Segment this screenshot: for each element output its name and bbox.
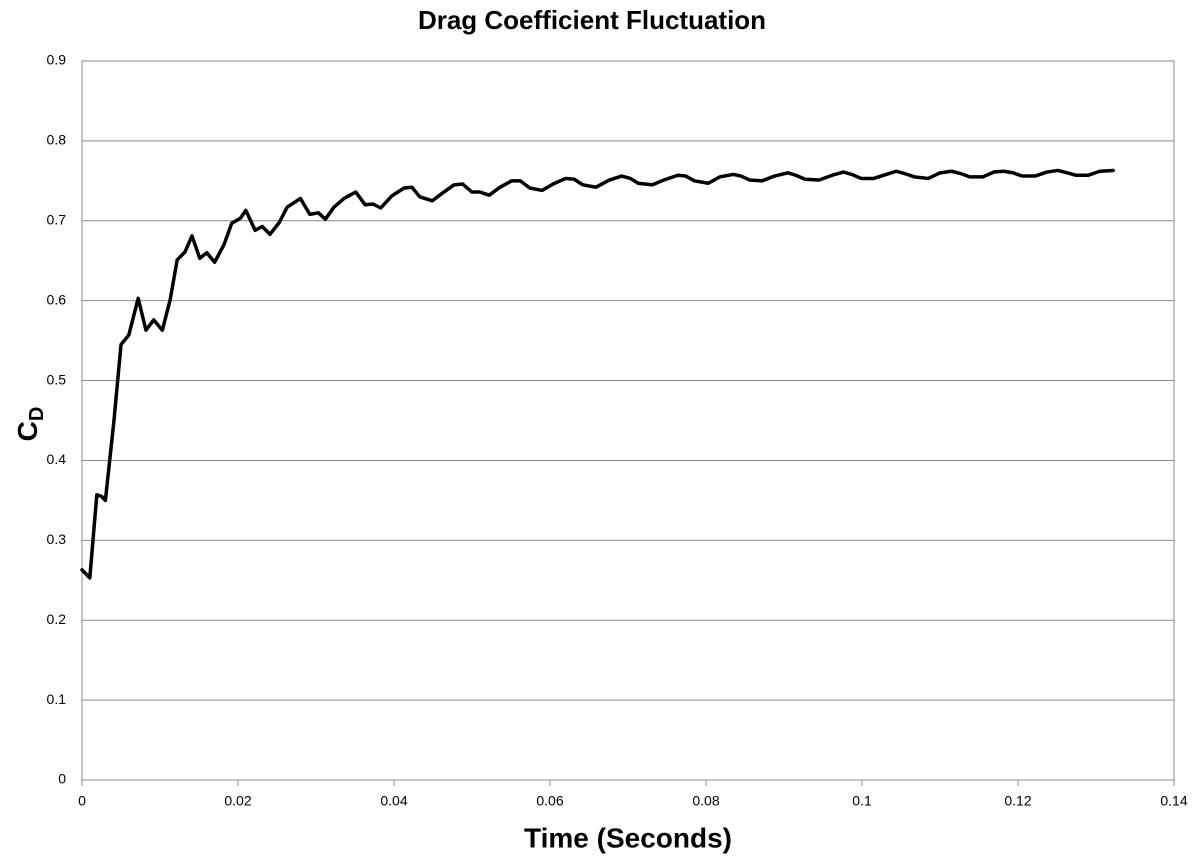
y-tick-label: 0.4	[47, 451, 67, 467]
data-line	[80, 168, 1115, 580]
y-tick-label: 0.7	[47, 211, 67, 227]
y-axis-label: CD	[12, 407, 48, 442]
x-tick-label: 0.1	[852, 793, 872, 809]
y-tick-label: 0.9	[47, 52, 67, 68]
plot-area	[81, 60, 1175, 781]
y-tick-label: 0.2	[47, 611, 67, 627]
y-axis-label-sub: D	[26, 407, 48, 421]
y-axis-label-main: C	[12, 421, 43, 441]
y-tick-label: 0.3	[47, 531, 67, 547]
y-tick-label: 0	[58, 771, 66, 787]
x-axis-label: Time (Seconds)	[524, 822, 732, 853]
y-tick-label: 0.1	[47, 691, 67, 707]
x-tick-label: 0.14	[1160, 793, 1187, 809]
x-tick-label: 0.04	[380, 793, 407, 809]
x-tick-label: 0.02	[224, 793, 251, 809]
x-tick-label: 0.06	[536, 793, 563, 809]
y-tick-label: 0.6	[47, 291, 67, 307]
x-tick-label: 0.12	[1004, 793, 1031, 809]
y-tick-label: 0.8	[47, 132, 67, 148]
x-tick-label: 0	[78, 793, 86, 809]
y-tick-label: 0.5	[47, 371, 67, 387]
chart-title: Drag Coefficient Fluctuation	[418, 5, 766, 35]
x-tick-label: 0.08	[692, 793, 719, 809]
